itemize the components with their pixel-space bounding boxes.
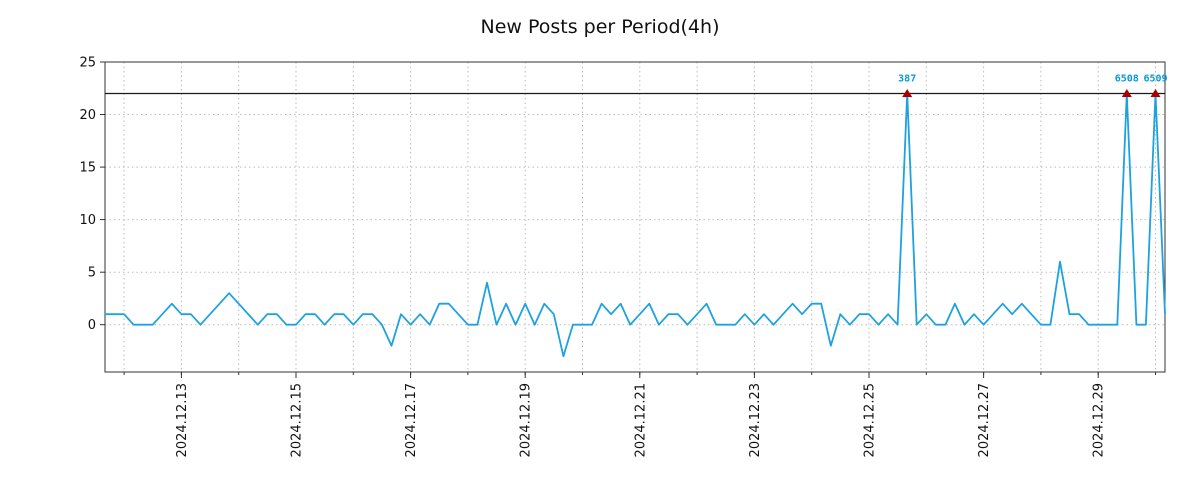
x-tick-label: 2024.12.27 [977, 383, 992, 457]
series-line [104, 92, 1166, 358]
clip-marker-icon [902, 89, 913, 97]
clip-marker-icon [1150, 89, 1161, 97]
y-tick-label: 15 [79, 161, 96, 176]
x-tick-label: 2024.12.29 [1092, 383, 1107, 457]
x-tick-label: 2024.12.15 [290, 383, 305, 457]
annotations: 387 6508 6509 [898, 74, 1168, 97]
y-tick-label: 25 [79, 56, 96, 71]
clip-marker-icon [1121, 89, 1132, 97]
x-tick-label: 2024.12.19 [519, 383, 534, 457]
gridlines [105, 61, 1165, 372]
y-tick-label: 5 [88, 266, 96, 281]
chart-title: New Posts per Period(4h) [480, 16, 720, 38]
x-tick-label: 2024.12.17 [404, 383, 419, 457]
spike-value-label: 6508 [1115, 74, 1139, 85]
x-tick-label: 2024.12.13 [175, 383, 190, 457]
x-tick-label: 2024.12.21 [633, 383, 648, 457]
spike-value-label: 387 [898, 74, 916, 85]
spike-value-label: 6509 [1143, 74, 1167, 85]
y-axis-labels: 0 5 10 15 20 25 [79, 56, 105, 333]
y-tick-label: 0 [88, 318, 96, 333]
x-tick-label: 2024.12.23 [748, 383, 763, 457]
y-tick-label: 20 [79, 108, 96, 123]
y-tick-label: 10 [79, 213, 96, 228]
x-tick-label: 2024.12.25 [863, 383, 878, 457]
x-axis-labels: 2024.12.13 2024.12.15 2024.12.17 2024.12.19… [175, 372, 1107, 457]
plot-frame [104, 61, 1166, 373]
